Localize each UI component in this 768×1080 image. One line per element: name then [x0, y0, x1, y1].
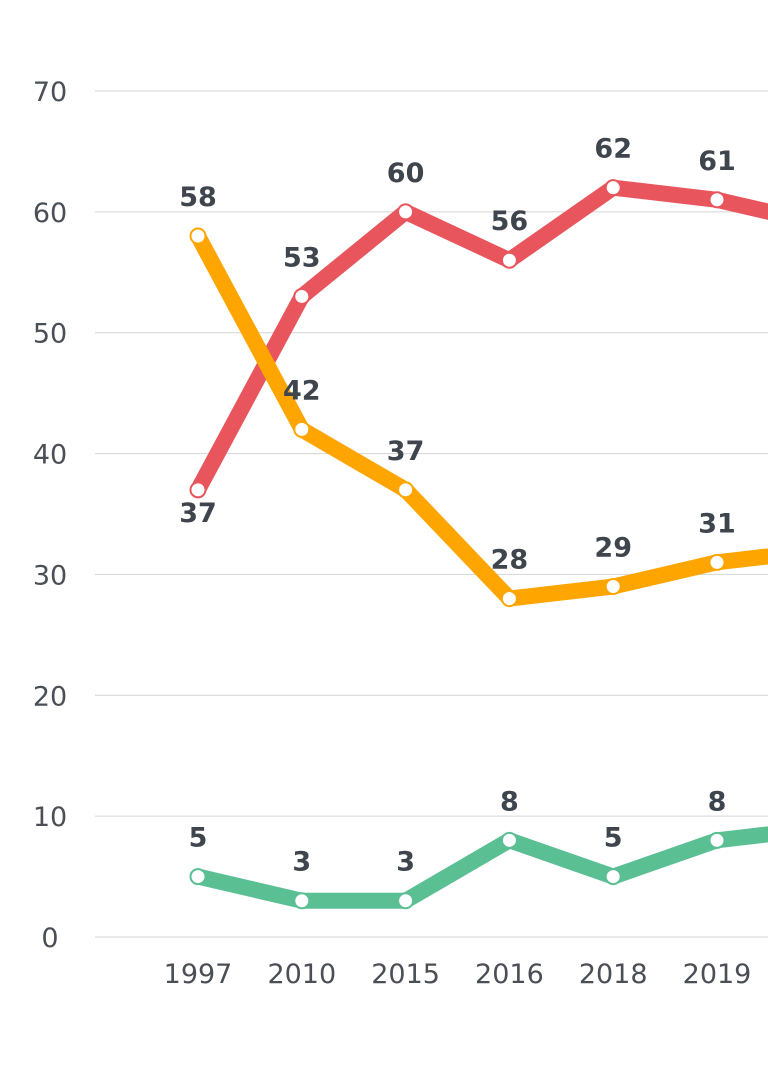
x-tick-label: 2015	[371, 959, 440, 990]
data-label: 53	[283, 242, 321, 273]
data-label: 5	[604, 823, 623, 854]
x-axis-ticks: 1997 2010 2015 2016 2018 2019	[164, 959, 752, 990]
data-label: 56	[491, 206, 529, 237]
data-label: 60	[387, 158, 425, 189]
data-label: 28	[491, 545, 529, 576]
data-label: 37	[179, 498, 217, 529]
data-point	[189, 227, 207, 245]
data-label: 3	[292, 847, 311, 878]
data-label: 8	[708, 786, 727, 817]
data-label: 29	[594, 533, 632, 564]
data-point	[189, 868, 207, 886]
series-lines	[189, 179, 768, 910]
x-tick-label: 1997	[164, 959, 233, 990]
data-label: 8	[500, 786, 519, 817]
x-tick-label: 2010	[267, 959, 336, 990]
data-label: 3	[396, 847, 415, 878]
data-label: 31	[698, 508, 736, 539]
series-line-2	[190, 232, 768, 607]
y-axis-ticks: 0 10 20 30 40 50 60 70	[33, 77, 67, 954]
data-point	[397, 481, 415, 499]
y-tick-label: 10	[33, 802, 67, 833]
y-tick-label: 30	[33, 560, 67, 591]
data-label: 42	[283, 375, 321, 406]
y-tick-label: 20	[33, 681, 67, 712]
data-point	[708, 553, 726, 571]
y-tick-label: 0	[41, 923, 58, 954]
data-point	[293, 420, 311, 438]
data-point	[397, 203, 415, 221]
data-label: 62	[594, 134, 632, 165]
y-tick-label: 40	[33, 440, 67, 471]
data-label: 37	[387, 436, 425, 467]
y-tick-label: 50	[33, 319, 67, 350]
data-label: 58	[179, 182, 217, 213]
data-point	[189, 481, 207, 499]
data-point	[397, 892, 415, 910]
data-point	[500, 251, 518, 269]
data-point	[604, 578, 622, 596]
data-label: 61	[698, 146, 736, 177]
data-point	[500, 590, 518, 608]
x-tick-label: 2019	[683, 959, 752, 990]
y-tick-label: 70	[33, 77, 67, 108]
data-point	[604, 868, 622, 886]
series-line-1	[190, 179, 768, 494]
y-tick-label: 60	[33, 198, 67, 229]
data-point	[293, 892, 311, 910]
x-tick-label: 2018	[579, 959, 648, 990]
data-point	[500, 831, 518, 849]
gridlines	[95, 90, 768, 938]
x-tick-label: 2016	[475, 959, 544, 990]
data-point	[708, 191, 726, 209]
data-point	[708, 831, 726, 849]
data-point	[293, 287, 311, 305]
series-line-3	[196, 826, 768, 909]
data-point	[604, 179, 622, 197]
data-label: 5	[189, 823, 208, 854]
